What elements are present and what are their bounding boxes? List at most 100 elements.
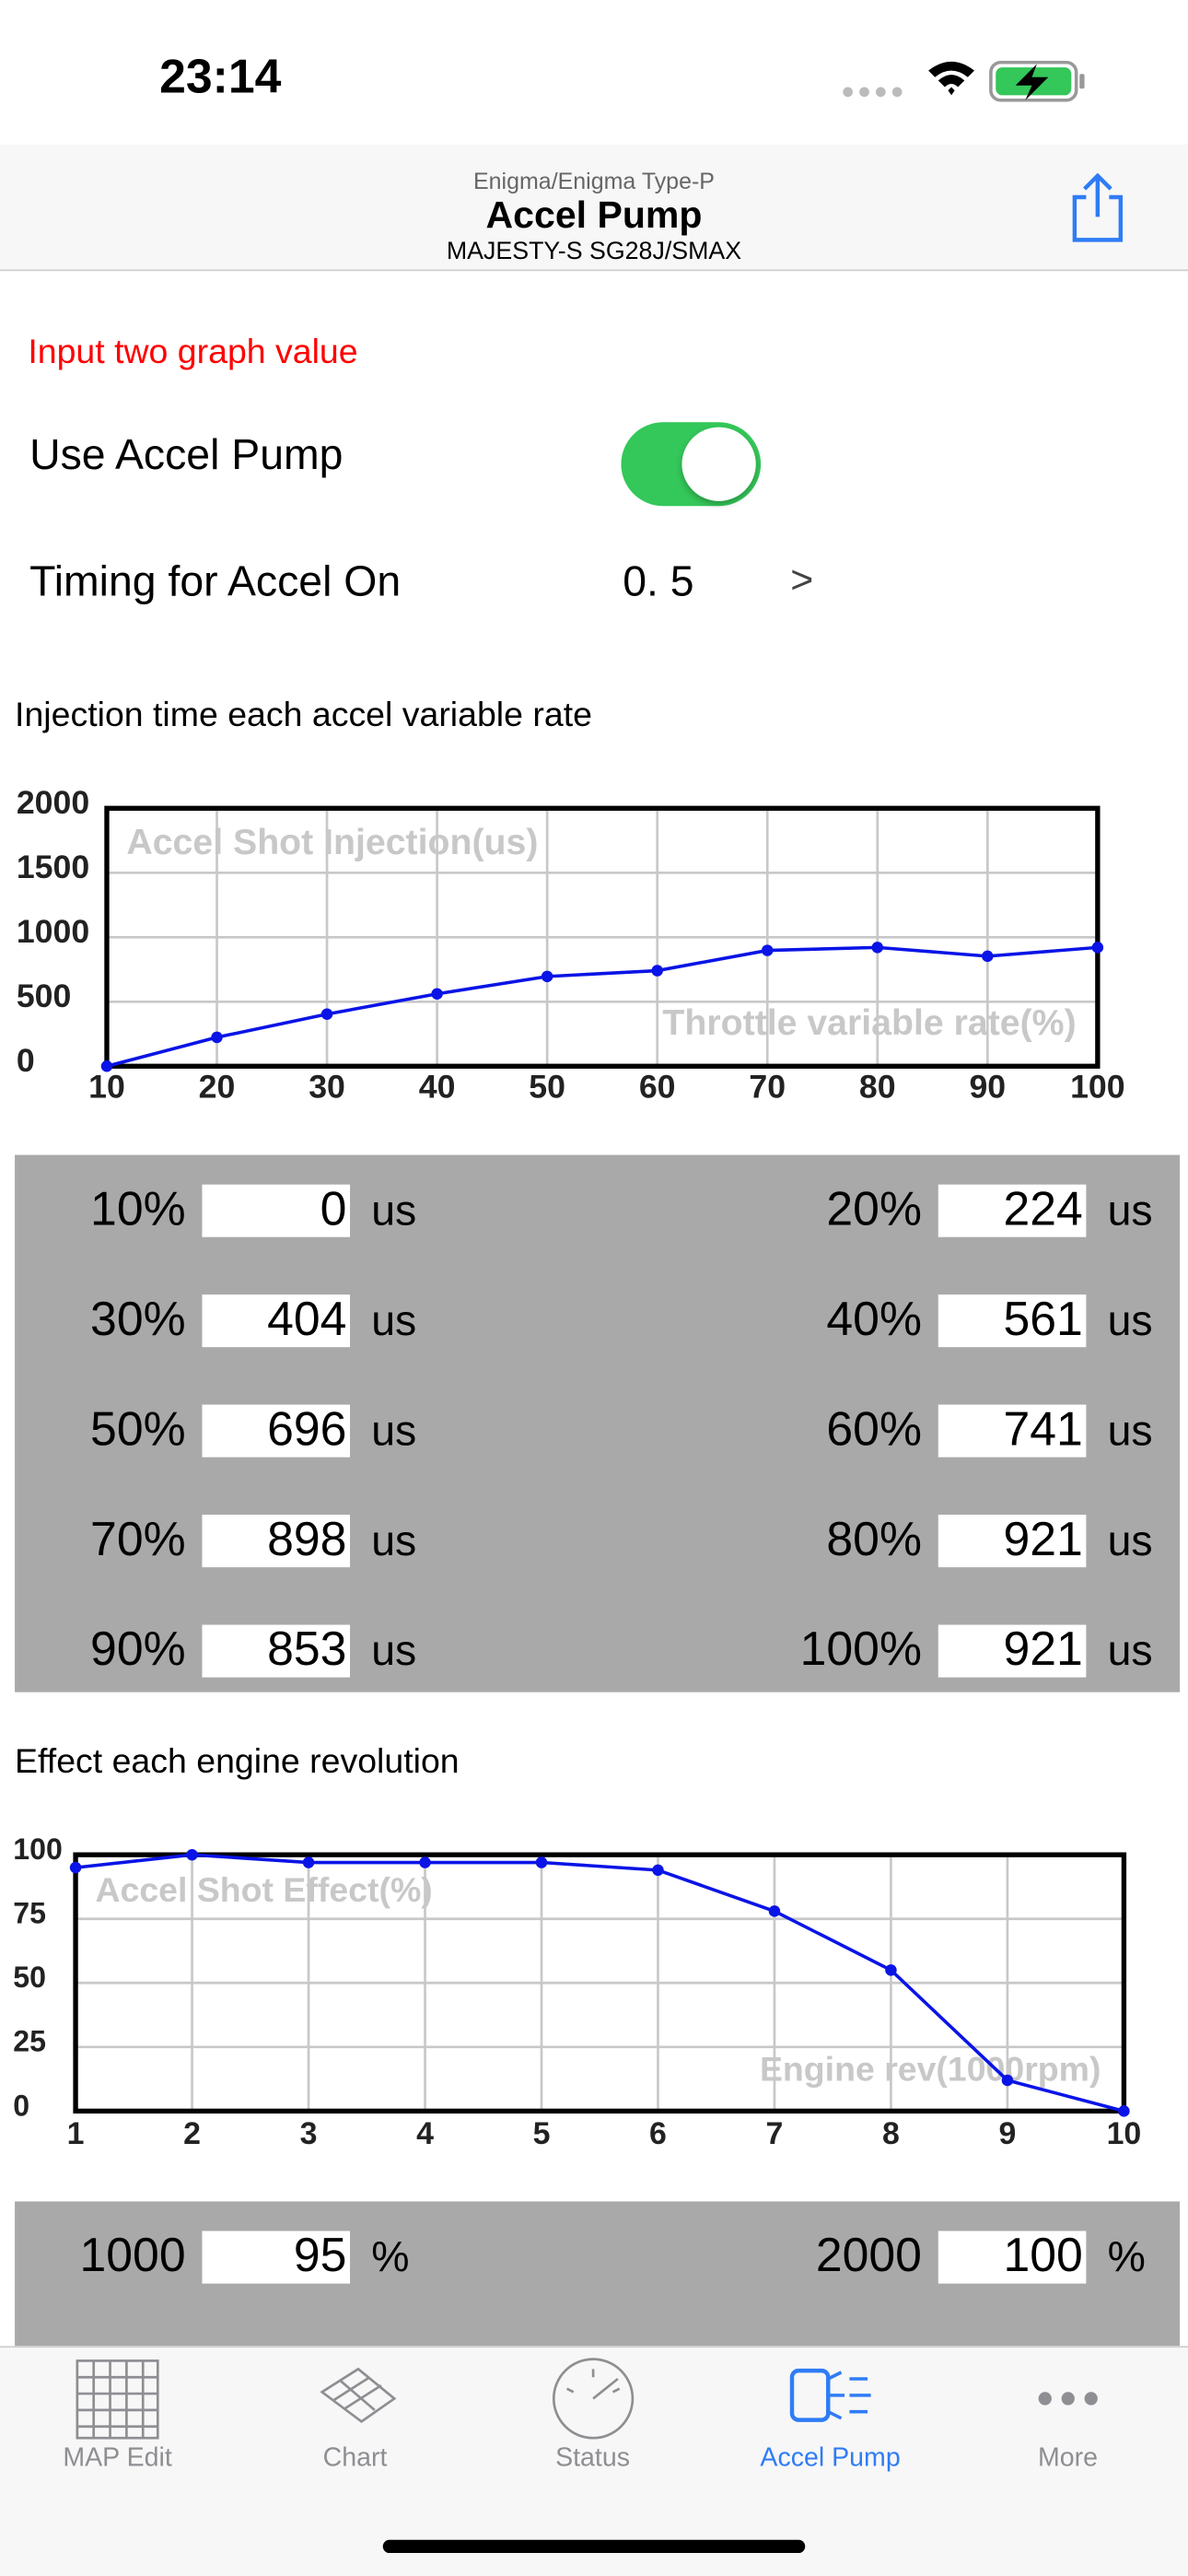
data-point — [1091, 942, 1104, 954]
unit-label: us — [371, 1295, 417, 1345]
row-label: 40% — [826, 1294, 922, 1347]
row-label: 10% — [90, 1183, 186, 1236]
unit-label: us — [371, 1515, 417, 1565]
value-text: 404 — [267, 1294, 347, 1347]
data-point — [69, 1861, 82, 1874]
row-label: 20% — [826, 1183, 922, 1236]
y-tick-label: 25 — [13, 2025, 46, 2058]
value-text: 95 — [293, 2230, 347, 2283]
section-title: Effect each engine revolution — [15, 1742, 460, 1781]
tab-label: More — [1038, 2444, 1099, 2473]
value-input[interactable]: 404 — [202, 1294, 351, 1348]
data-point — [652, 1864, 664, 1877]
value-text: 853 — [267, 1623, 347, 1677]
tab[interactable]: Status — [473, 2346, 712, 2526]
axis-title: Engine rev(1000rpm) — [760, 2049, 1101, 2088]
row-label: 60% — [826, 1403, 922, 1457]
data-line — [106, 945, 1099, 1068]
x-tick-label: 2 — [183, 2116, 201, 2151]
row-label: 70% — [90, 1514, 186, 1567]
y-tick-label: 1500 — [17, 849, 89, 885]
nav-title: Accel Pump — [485, 193, 703, 236]
tab-icons — [76, 2358, 1098, 2440]
x-tick-label: 10 — [1107, 2116, 1142, 2151]
unit-label: us — [1107, 1515, 1153, 1565]
plot-frame — [73, 1852, 1127, 2114]
value-input[interactable]: 224 — [938, 1183, 1087, 1237]
x-tick-label: 1 — [67, 2116, 85, 2151]
x-tick-label: 100 — [1070, 1069, 1125, 1106]
x-tick-label: 9 — [999, 2116, 1017, 2151]
value-input[interactable]: 921 — [938, 1514, 1087, 1568]
value-text: 921 — [1003, 1514, 1083, 1567]
data-point — [431, 988, 443, 1000]
data-point — [320, 1008, 333, 1020]
data-point — [1001, 2074, 1014, 2087]
status-icons — [843, 60, 1085, 102]
x-tick-label: 20 — [199, 1069, 236, 1106]
x-tick-label: 30 — [309, 1069, 345, 1106]
tab-label: Accel Pump — [760, 2444, 901, 2473]
data-point — [211, 1031, 223, 1044]
x-tick-label: 40 — [419, 1069, 456, 1106]
tab[interactable]: Chart — [236, 2346, 474, 2526]
row-label: 80% — [826, 1514, 922, 1567]
data-point — [100, 1060, 113, 1072]
data-point — [768, 1905, 781, 1917]
value-text: 224 — [1003, 1183, 1083, 1236]
y-tick-label: 2000 — [17, 784, 89, 821]
tab[interactable]: More — [949, 2346, 1187, 2526]
axis-title: Throttle variable rate(%) — [662, 1002, 1076, 1043]
timing-label: Timing for Accel On — [29, 556, 402, 606]
value-table: 1000 95% 2000 100% — [15, 2201, 1181, 2347]
x-tick-label: 10 — [88, 1069, 125, 1106]
tab[interactable]: Accel Pump — [711, 2346, 949, 2526]
toggle-label: Use Accel Pump — [29, 429, 344, 479]
y-tick-label: 100 — [13, 1832, 63, 1866]
y-tick-label: 0 — [13, 2089, 29, 2122]
value-input[interactable]: 696 — [202, 1404, 351, 1458]
data-point — [419, 1856, 431, 1868]
row-label: 90% — [90, 1623, 186, 1677]
unit-label: us — [371, 1405, 417, 1455]
row-label: 1000 — [79, 2230, 186, 2283]
value-input[interactable]: 853 — [202, 1623, 351, 1678]
value-input[interactable]: 898 — [202, 1514, 351, 1568]
value-input[interactable]: 741 — [938, 1403, 1087, 1458]
x-tick-label: 80 — [859, 1069, 896, 1106]
unit-label: us — [1107, 1405, 1153, 1455]
share-button[interactable] — [1068, 170, 1127, 242]
y-tick-label: 1000 — [17, 913, 89, 950]
value-input[interactable]: 0 — [202, 1184, 351, 1237]
x-tick-label: 6 — [649, 2116, 667, 2151]
value-input[interactable]: 100 — [938, 2231, 1087, 2284]
plot-frame — [104, 805, 1101, 1069]
axis-title: Accel Shot Effect(%) — [95, 1870, 432, 1909]
y-tick-label: 0 — [17, 1042, 35, 1079]
x-tick-label: 7 — [766, 2116, 784, 2151]
value-input[interactable]: 921 — [938, 1624, 1087, 1678]
tab-label: Status — [555, 2444, 631, 2473]
data-point — [541, 970, 553, 983]
axis-title: Accel Shot Injection(us) — [126, 822, 538, 862]
value-input[interactable]: 95 — [202, 2230, 351, 2284]
toggle[interactable] — [621, 422, 762, 507]
unit-label: % — [371, 2231, 410, 2281]
x-tick-label: 8 — [882, 2116, 900, 2151]
y-tick-label: 50 — [13, 1961, 46, 1994]
value-text: 741 — [1003, 1403, 1083, 1457]
value-table: 10% 0 us 20% 224 us 30% 404 us 40% 561 us 50% 696 us 60… — [15, 1154, 1181, 1692]
nav-bar — [0, 144, 1188, 272]
timing-arrow[interactable]: > — [790, 558, 814, 603]
data-point — [535, 1856, 548, 1868]
data-point — [302, 1856, 315, 1868]
y-tick-label: 75 — [13, 1897, 46, 1930]
value-input[interactable]: 561 — [938, 1294, 1087, 1348]
unit-label: us — [1107, 1625, 1153, 1675]
nav-subtitle: Enigma/Enigma Type-P — [472, 167, 715, 194]
timing-value[interactable]: 0. 5 — [623, 556, 694, 606]
tab[interactable]: MAP Edit — [0, 2346, 237, 2526]
